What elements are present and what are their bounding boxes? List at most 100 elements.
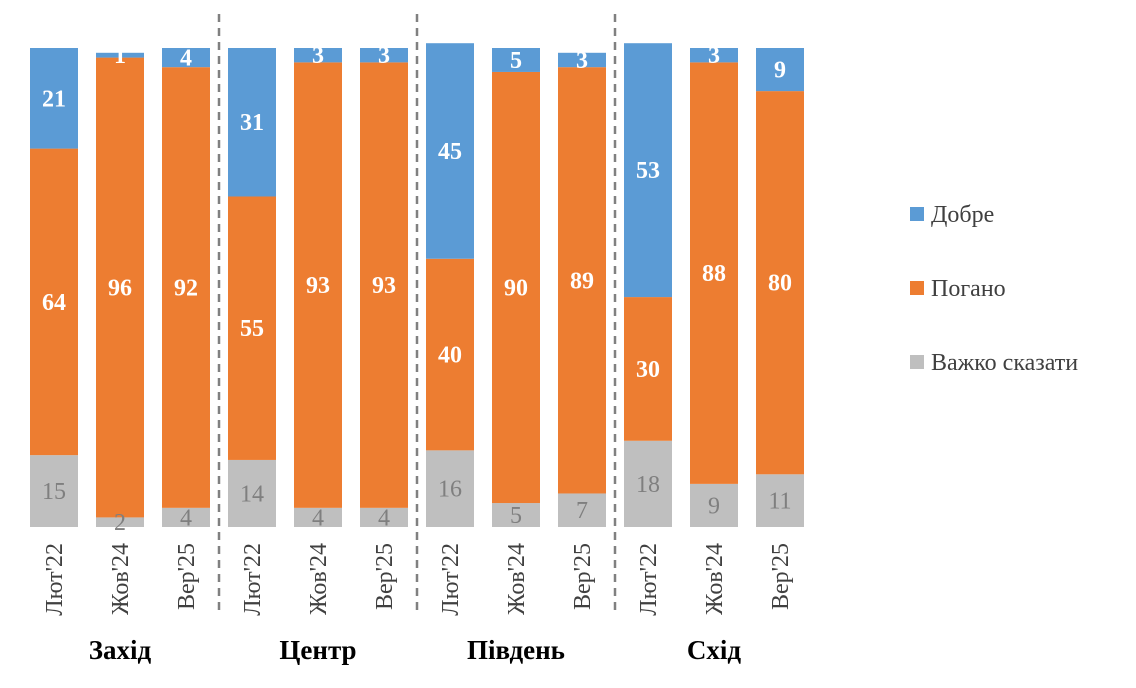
bar-segment <box>690 48 738 63</box>
category-tick-label: Лют'22 <box>438 543 464 616</box>
category-tick-label: Жов'24 <box>702 543 728 615</box>
data-label: 11 <box>768 489 791 515</box>
bar-segment <box>294 507 342 527</box>
data-label: 9 <box>708 493 720 519</box>
bar-segment <box>228 459 276 527</box>
data-label: 3 <box>312 43 324 69</box>
category-tick-label: Вер'25 <box>174 543 200 610</box>
bar-segment <box>30 148 78 456</box>
bar-segment <box>294 62 342 508</box>
data-label: 4 <box>378 505 390 531</box>
data-label: 80 <box>768 271 792 297</box>
data-label: 9 <box>774 58 786 84</box>
bar-segment <box>162 48 210 68</box>
data-label: 64 <box>42 290 66 316</box>
category-tick-label: Лют'22 <box>240 543 266 616</box>
bar-segment <box>558 493 606 527</box>
legend-entry: Добре <box>931 202 994 228</box>
data-label: 30 <box>636 357 660 383</box>
category-tick-label: Вер'25 <box>768 543 794 610</box>
category-tick-label: Жов'24 <box>108 543 134 615</box>
data-label: 45 <box>438 139 462 165</box>
data-label: 40 <box>438 343 462 369</box>
data-label: 2 <box>114 510 126 536</box>
data-label: 7 <box>576 498 588 524</box>
data-label: 90 <box>504 276 528 302</box>
data-label: 96 <box>108 276 132 302</box>
category-tick-label: Жов'24 <box>306 543 332 615</box>
data-label: 1 <box>114 43 126 69</box>
data-label: 92 <box>174 276 198 302</box>
bar-segment <box>228 48 276 197</box>
bar-segment <box>492 71 540 504</box>
data-label: 31 <box>240 110 264 136</box>
legend-entry: Важко сказати <box>931 350 1078 376</box>
legend-swatch <box>910 207 924 221</box>
data-label: 3 <box>708 43 720 69</box>
data-label: 4 <box>180 505 192 531</box>
bar-segment <box>228 196 276 460</box>
legend-swatch <box>910 355 924 369</box>
bar-segment <box>360 62 408 508</box>
bar-segment <box>30 455 78 527</box>
bar-segment <box>492 503 540 527</box>
category-tick-label: Вер'25 <box>372 543 398 610</box>
bar-segment <box>426 43 474 259</box>
data-label: 53 <box>636 158 660 184</box>
bar-segment <box>426 258 474 451</box>
bar-segment <box>360 48 408 63</box>
data-label: 4 <box>180 46 192 72</box>
category-tick-label: Вер'25 <box>570 543 596 610</box>
bar-segment <box>96 517 144 527</box>
legend-entry: Погано <box>931 276 1006 302</box>
bar-segment <box>690 483 738 527</box>
group-labels: Захід Центр Південь Схід <box>89 635 742 665</box>
bar-segment <box>96 57 144 518</box>
category-labels: Лют'22 Жов'24 Вер'25 Лют'22 Жов'24 Вер'25 Лют'… <box>42 543 794 616</box>
bar-segment <box>756 48 804 92</box>
bar-segment <box>558 52 606 68</box>
data-label: 93 <box>306 273 330 299</box>
group-separators <box>217 14 617 612</box>
data-label: 4 <box>312 505 324 531</box>
value-labels-layer: 1564212961492414553149334933164045590578… <box>42 43 792 536</box>
bar-segment <box>624 440 672 527</box>
data-label: 5 <box>510 48 522 74</box>
data-label: 93 <box>372 273 396 299</box>
data-label: 3 <box>576 48 588 74</box>
bar-segment <box>624 297 672 441</box>
bar-segment <box>426 450 474 527</box>
bar-segment <box>690 62 738 484</box>
bar-segment <box>162 507 210 527</box>
bar-segment <box>30 48 78 149</box>
category-tick-label: Жов'24 <box>504 543 530 615</box>
legend: Добре Погано Важко сказати <box>910 202 1078 376</box>
bar-segment <box>360 507 408 527</box>
data-label: 55 <box>240 316 264 342</box>
data-label: 5 <box>510 503 522 529</box>
data-label: 88 <box>702 261 726 287</box>
bars-layer <box>30 43 804 527</box>
data-label: 14 <box>240 481 264 507</box>
bar-segment <box>558 67 606 494</box>
data-label: 16 <box>438 477 462 503</box>
group-label: Захід <box>89 635 152 665</box>
group-label: Центр <box>279 635 356 665</box>
bar-segment <box>492 48 540 72</box>
data-label: 21 <box>42 86 66 112</box>
bar-segment <box>756 474 804 527</box>
data-label: 15 <box>42 479 66 505</box>
data-label: 89 <box>570 268 594 294</box>
category-tick-label: Лют'22 <box>636 543 662 616</box>
bar-segment <box>96 52 144 58</box>
bar-segment <box>624 43 672 298</box>
group-label: Схід <box>687 635 742 665</box>
group-label: Південь <box>467 635 565 665</box>
bar-segment <box>756 91 804 475</box>
legend-swatch <box>910 281 924 295</box>
bar-segment <box>162 67 210 508</box>
data-label: 18 <box>636 472 660 498</box>
data-label: 3 <box>378 43 390 69</box>
bar-segment <box>294 48 342 63</box>
